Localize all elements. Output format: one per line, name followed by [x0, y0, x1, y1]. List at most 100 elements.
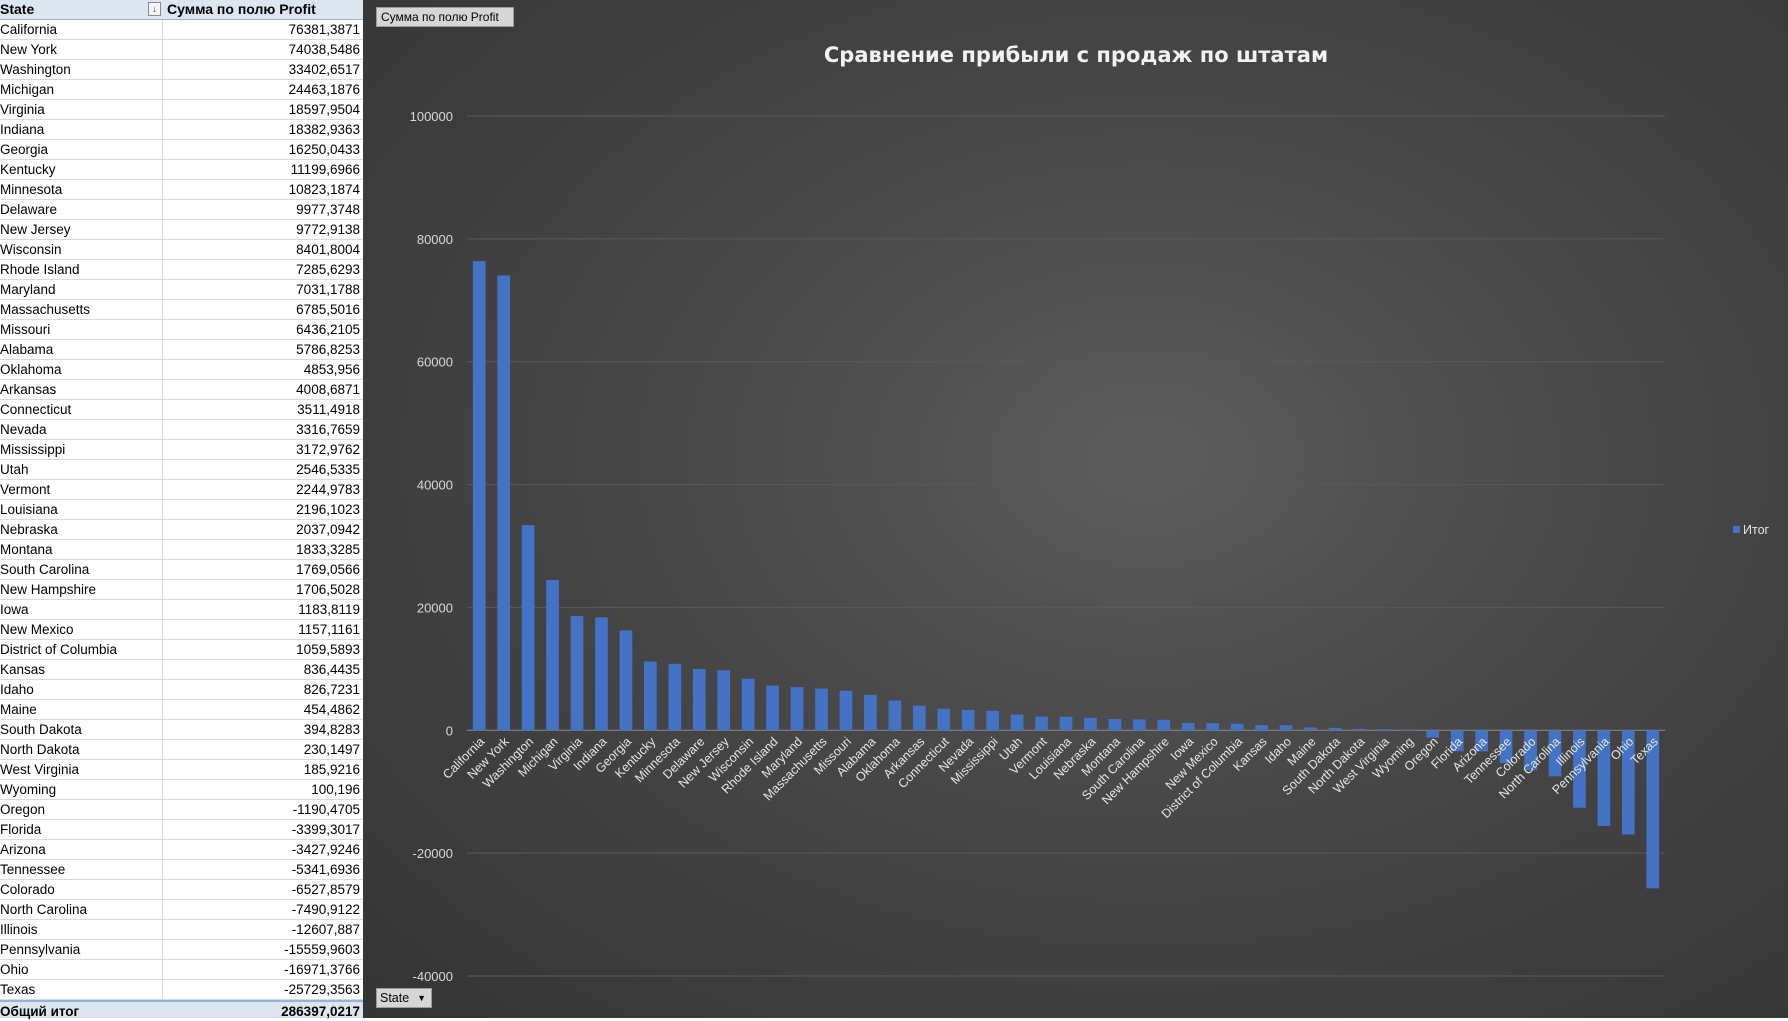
table-row[interactable]: North Carolina -7490,9122: [0, 900, 363, 920]
table-row[interactable]: Maryland 7031,1788: [0, 280, 363, 300]
state-cell[interactable]: Maine: [0, 700, 163, 719]
state-cell[interactable]: Utah: [0, 460, 163, 479]
table-row[interactable]: Arkansas 4008,6871: [0, 380, 363, 400]
state-cell[interactable]: Oregon: [0, 800, 163, 819]
profit-cell[interactable]: 100,196: [311, 782, 360, 797]
profit-cell[interactable]: 3316,7659: [296, 422, 360, 437]
table-row[interactable]: Alabama 5786,8253: [0, 340, 363, 360]
state-cell[interactable]: Indiana: [0, 120, 163, 139]
state-cell[interactable]: Delaware: [0, 200, 163, 219]
profit-cell[interactable]: 7285,6293: [296, 262, 360, 277]
state-cell[interactable]: Missouri: [0, 320, 163, 339]
table-row[interactable]: Arizona -3427,9246: [0, 840, 363, 860]
state-cell[interactable]: Alabama: [0, 340, 163, 359]
state-cell[interactable]: Pennsylvania: [0, 940, 163, 959]
state-cell[interactable]: Mississippi: [0, 440, 163, 459]
table-row[interactable]: Oregon -1190,4705: [0, 800, 363, 820]
profit-cell[interactable]: -12607,887: [291, 922, 360, 937]
chart-area[interactable]: [363, 0, 1788, 1018]
table-row[interactable]: Idaho 826,7231: [0, 680, 363, 700]
profit-cell[interactable]: 2196,1023: [296, 502, 360, 517]
state-cell[interactable]: West Virginia: [0, 760, 163, 779]
profit-cell[interactable]: -25729,3563: [284, 982, 360, 997]
table-row[interactable]: Connecticut 3511,4918: [0, 400, 363, 420]
profit-cell[interactable]: 9772,9138: [296, 222, 360, 237]
sort-filter-icon[interactable]: ↓: [148, 2, 161, 16]
table-row[interactable]: New Hampshire 1706,5028: [0, 580, 363, 600]
profit-cell[interactable]: 3172,9762: [296, 442, 360, 457]
profit-cell[interactable]: 1769,0566: [296, 562, 360, 577]
table-row[interactable]: Nebraska 2037,0942: [0, 520, 363, 540]
state-cell[interactable]: Colorado: [0, 880, 163, 899]
state-cell[interactable]: Nebraska: [0, 520, 163, 539]
profit-cell[interactable]: 1157,1161: [298, 622, 360, 637]
profit-cell[interactable]: -15559,9603: [284, 942, 360, 957]
state-cell[interactable]: Nevada: [0, 420, 163, 439]
profit-cell[interactable]: 7031,1788: [296, 282, 360, 297]
state-cell[interactable]: Texas: [0, 980, 163, 999]
table-row[interactable]: Colorado -6527,8579: [0, 880, 363, 900]
table-row[interactable]: Minnesota 10823,1874: [0, 180, 363, 200]
table-row[interactable]: Kentucky 11199,6966: [0, 160, 363, 180]
table-row[interactable]: Wisconsin 8401,8004: [0, 240, 363, 260]
profit-cell[interactable]: 2546,5335: [296, 462, 360, 477]
state-cell[interactable]: Wyoming: [0, 780, 163, 799]
state-cell[interactable]: Montana: [0, 540, 163, 559]
value-field-button[interactable]: Сумма по полю Profit: [376, 7, 514, 27]
state-cell[interactable]: Oklahoma: [0, 360, 163, 379]
profit-cell[interactable]: 1059,5893: [296, 642, 360, 657]
table-row[interactable]: Indiana 18382,9363: [0, 120, 363, 140]
profit-cell[interactable]: 18382,9363: [288, 122, 360, 137]
profit-cell[interactable]: 394,8283: [303, 722, 360, 737]
table-row[interactable]: Georgia 16250,0433: [0, 140, 363, 160]
profit-column-header[interactable]: Сумма по полю Profit: [167, 1, 316, 17]
profit-cell[interactable]: 4853,956: [303, 362, 360, 377]
profit-cell[interactable]: 6785,5016: [296, 302, 360, 317]
state-cell[interactable]: Virginia: [0, 100, 163, 119]
table-row[interactable]: New York 74038,5486: [0, 40, 363, 60]
profit-cell[interactable]: 1706,5028: [296, 582, 360, 597]
state-cell[interactable]: Kentucky: [0, 160, 163, 179]
state-cell[interactable]: Ohio: [0, 960, 163, 979]
profit-cell[interactable]: 4008,6871: [296, 382, 360, 397]
table-row[interactable]: Utah 2546,5335: [0, 460, 363, 480]
state-cell[interactable]: Tennessee: [0, 860, 163, 879]
profit-cell[interactable]: -3427,9246: [291, 842, 360, 857]
table-row[interactable]: Massachusetts 6785,5016: [0, 300, 363, 320]
table-row[interactable]: South Dakota 394,8283: [0, 720, 363, 740]
profit-cell[interactable]: 836,4435: [303, 662, 360, 677]
profit-cell[interactable]: -7490,9122: [291, 902, 360, 917]
table-row[interactable]: Nevada 3316,7659: [0, 420, 363, 440]
state-cell[interactable]: South Carolina: [0, 560, 163, 579]
table-row[interactable]: California 76381,3871: [0, 20, 363, 40]
state-cell[interactable]: Wisconsin: [0, 240, 163, 259]
profit-cell[interactable]: 18597,9504: [288, 102, 360, 117]
table-row[interactable]: Kansas 836,4435: [0, 660, 363, 680]
table-row[interactable]: Ohio -16971,3766: [0, 960, 363, 980]
table-row[interactable]: Virginia 18597,9504: [0, 100, 363, 120]
state-cell[interactable]: Michigan: [0, 80, 163, 99]
state-cell[interactable]: Florida: [0, 820, 163, 839]
table-row[interactable]: Michigan 24463,1876: [0, 80, 363, 100]
profit-cell[interactable]: -3399,3017: [291, 822, 360, 837]
table-row[interactable]: Texas -25729,3563: [0, 980, 363, 1000]
state-cell[interactable]: Minnesota: [0, 180, 163, 199]
profit-cell[interactable]: 826,7231: [303, 682, 360, 697]
profit-cell[interactable]: 16250,0433: [288, 142, 360, 157]
table-row[interactable]: Delaware 9977,3748: [0, 200, 363, 220]
state-cell[interactable]: Illinois: [0, 920, 163, 939]
profit-cell[interactable]: 3511,4918: [297, 402, 360, 417]
profit-cell[interactable]: 10823,1874: [288, 182, 360, 197]
table-row[interactable]: New Jersey 9772,9138: [0, 220, 363, 240]
state-cell[interactable]: Arizona: [0, 840, 163, 859]
profit-cell[interactable]: 2244,9783: [296, 482, 360, 497]
profit-cell[interactable]: -6527,8579: [291, 882, 360, 897]
table-row[interactable]: Oklahoma 4853,956: [0, 360, 363, 380]
table-row[interactable]: Pennsylvania -15559,9603: [0, 940, 363, 960]
table-row[interactable]: Wyoming 100,196: [0, 780, 363, 800]
state-cell[interactable]: New Hampshire: [0, 580, 163, 599]
state-cell[interactable]: Rhode Island: [0, 260, 163, 279]
state-cell[interactable]: California: [0, 20, 163, 39]
profit-cell[interactable]: 6436,2105: [296, 322, 360, 337]
table-row[interactable]: Florida -3399,3017: [0, 820, 363, 840]
